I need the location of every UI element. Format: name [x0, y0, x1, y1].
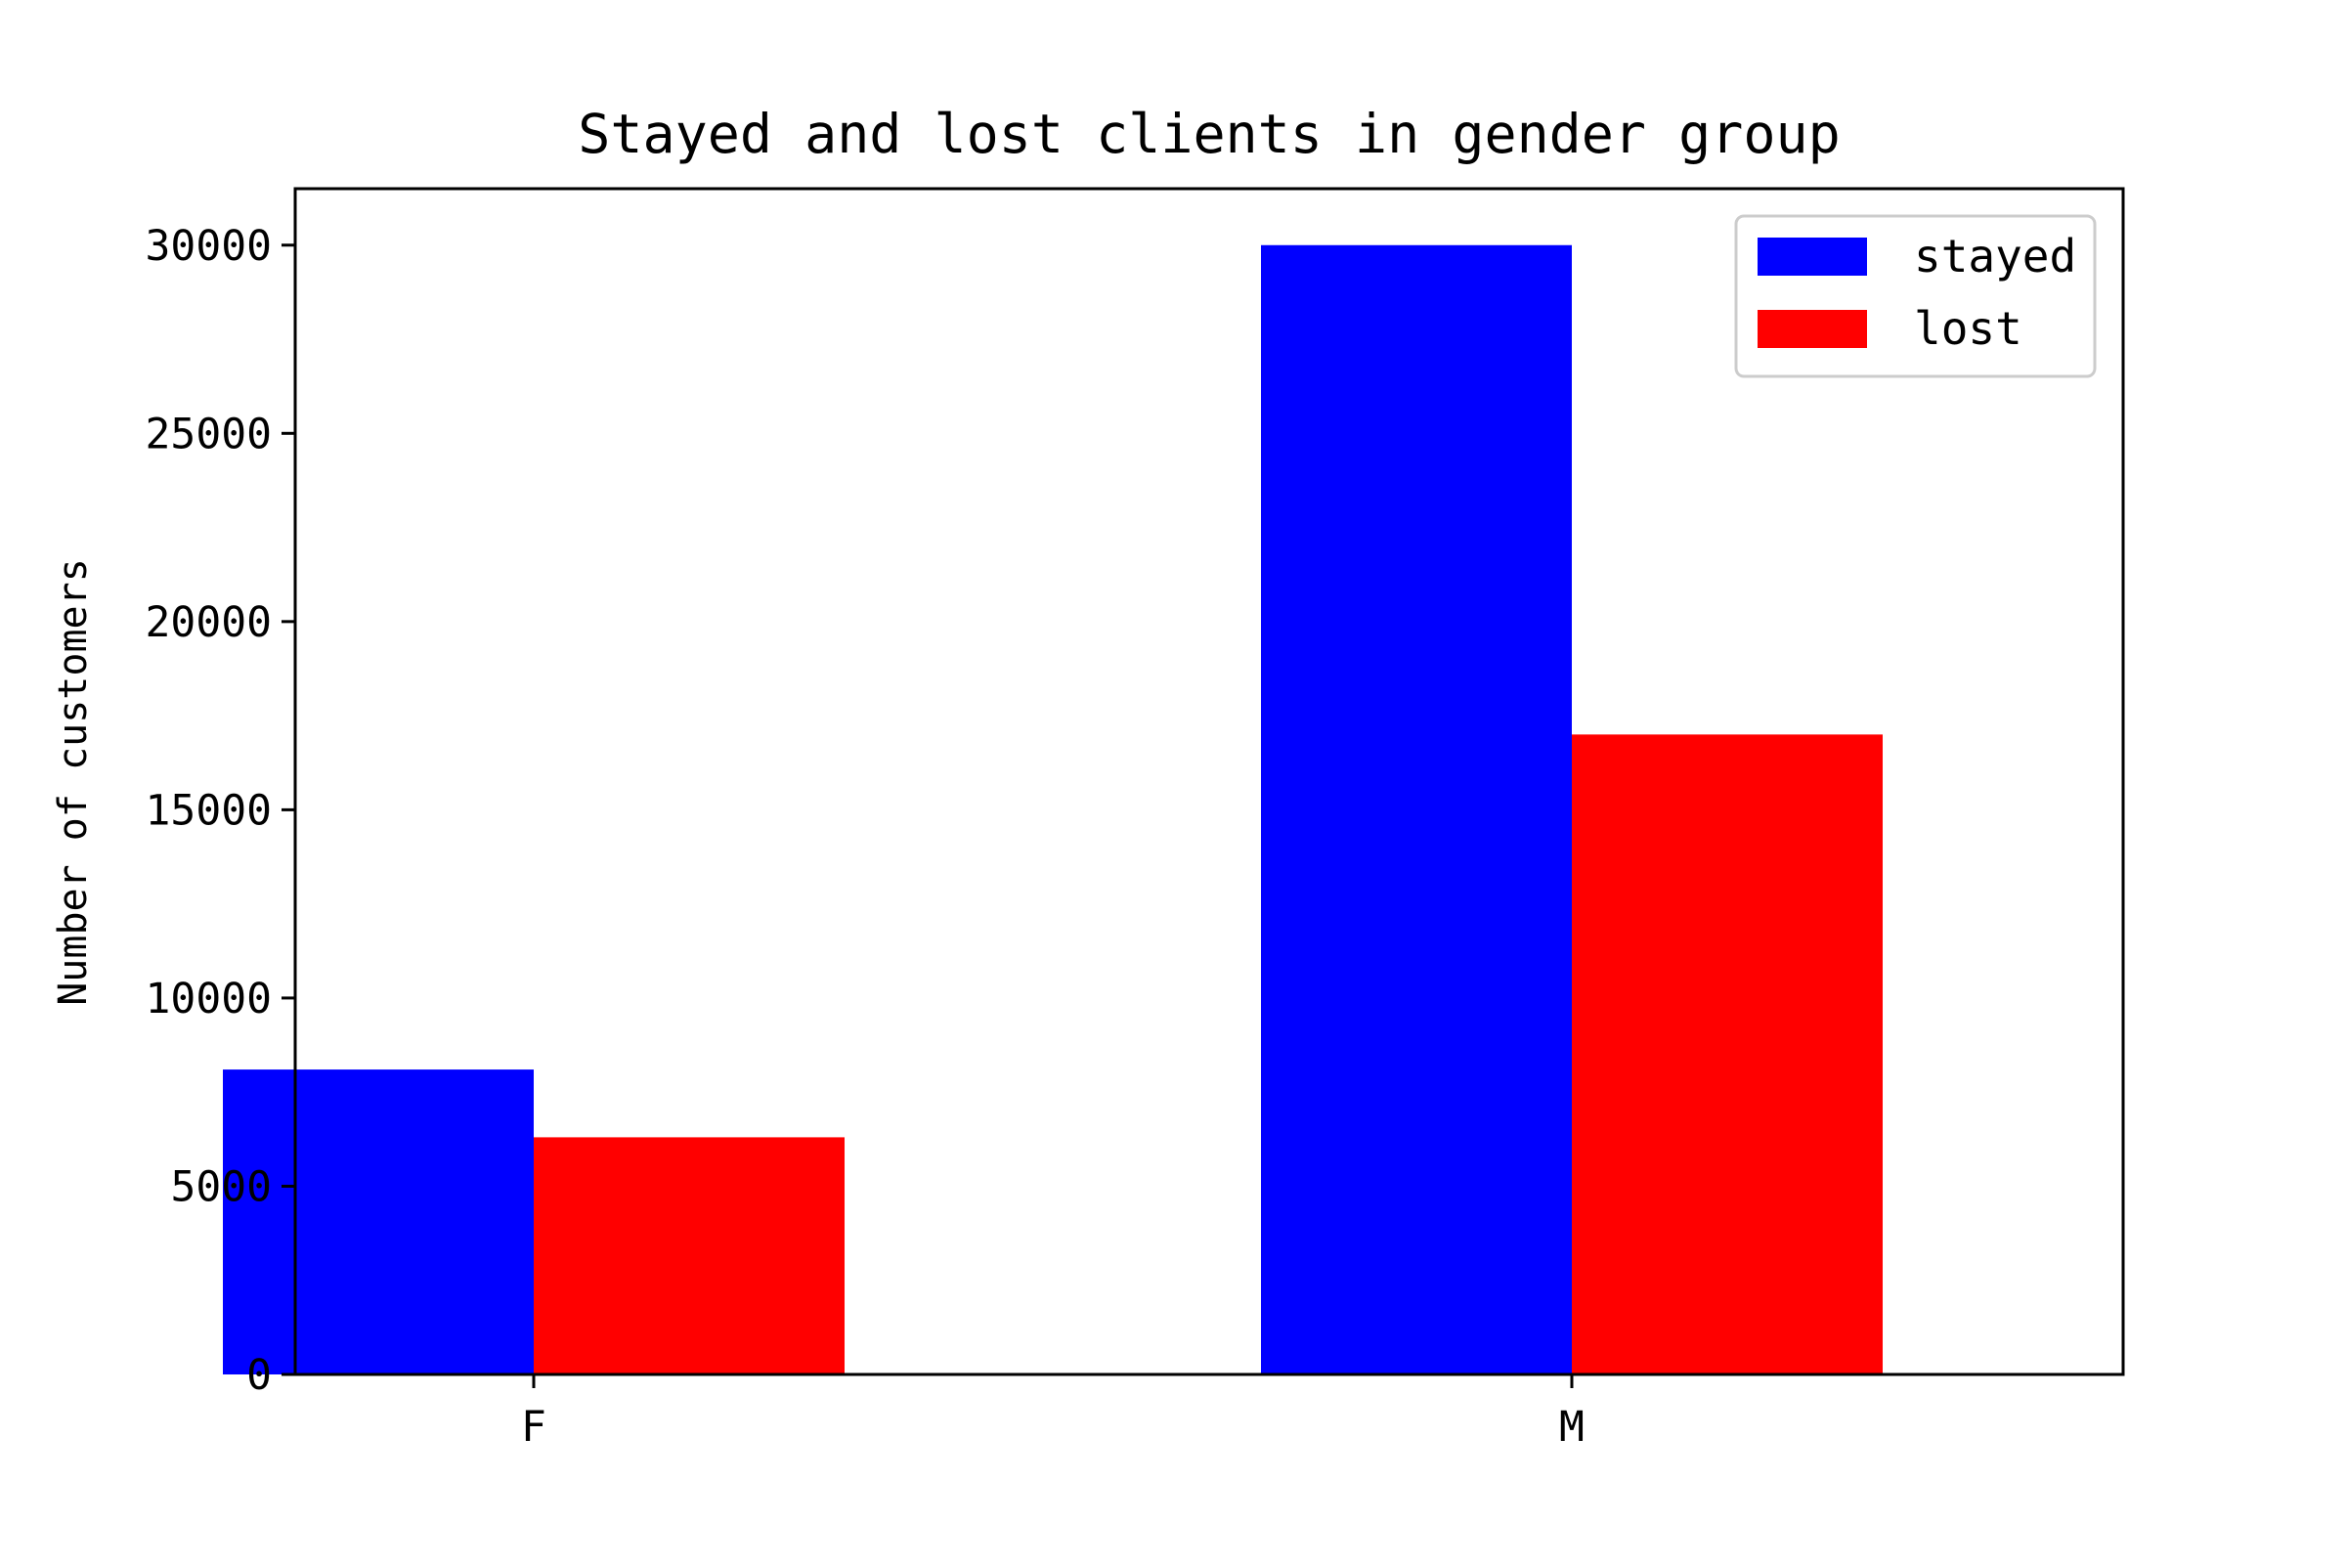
bar-lost-F	[534, 1137, 845, 1374]
legend-swatch-lost	[1758, 310, 1867, 348]
chart-title: Stayed and lost clients in gender group	[578, 103, 1840, 165]
bars-layer	[223, 244, 1883, 1374]
axis-ticks: 0 5000 10000 15000 20000 25000 30000 F M	[146, 222, 1585, 1452]
x-tick-label: M	[1559, 1403, 1585, 1452]
legend-swatch-stayed	[1758, 238, 1867, 276]
legend-label-lost: lost	[1914, 302, 2022, 355]
legend-entries: stayed lost	[1758, 230, 2076, 355]
x-tick-label: F	[521, 1403, 546, 1452]
y-tick-label: 30000	[146, 222, 272, 271]
y-tick-label: 5000	[170, 1162, 272, 1211]
y-tick-label: 25000	[146, 410, 272, 458]
bar-lost-M	[1572, 734, 1883, 1374]
legend-label-stayed: stayed	[1914, 230, 2076, 283]
bar-stayed-F	[223, 1069, 534, 1374]
plot-area-frame	[293, 187, 2125, 1376]
y-tick-label: 10000	[146, 975, 272, 1024]
bar-stayed-M	[1261, 244, 1572, 1374]
y-tick-label: 20000	[146, 598, 272, 647]
y-tick-label: 15000	[146, 786, 272, 835]
legend: stayed lost	[1734, 214, 2097, 378]
y-tick-label: 0	[246, 1351, 272, 1400]
y-axis-label: Number of customers	[51, 558, 96, 1006]
